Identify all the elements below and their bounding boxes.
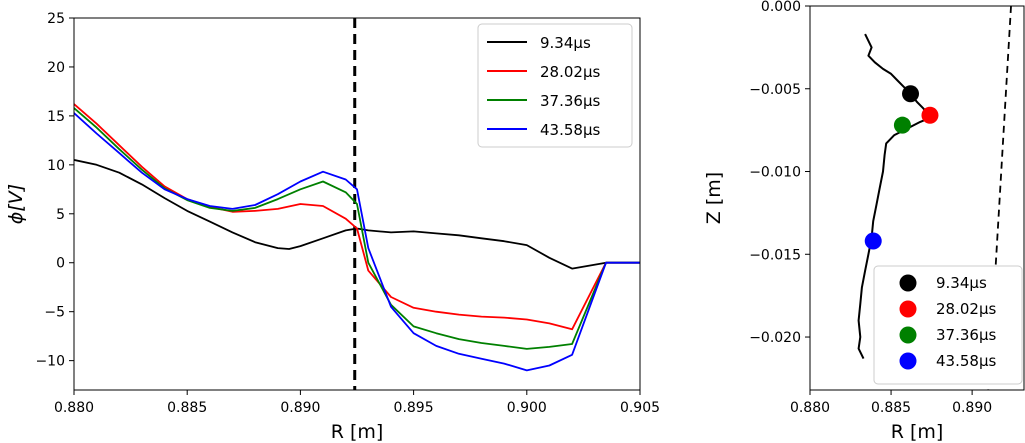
y-tick-label: 15: [47, 109, 65, 125]
legend-label: 37.36μs: [936, 326, 996, 344]
x-tick-label: 0.880: [54, 400, 94, 416]
trajectory-point-1: [921, 106, 939, 124]
series-line-3: [74, 112, 640, 372]
trajectory-point-3: [864, 232, 882, 250]
trajectory-y-ticks: 0.000 −0.005 −0.010 −0.015 −0.020: [749, 0, 810, 346]
legend-marker-swatch: [899, 352, 917, 370]
y-tick-label: −5: [44, 305, 65, 321]
x-tick-label: 0.900: [507, 400, 547, 416]
legend-label: 28.02μs: [936, 300, 996, 318]
boundary-dashed-line: [987, 6, 1012, 390]
series-line-0: [74, 159, 640, 270]
x-tick-label: 0.890: [280, 400, 320, 416]
potential-legend-box: [477, 23, 633, 148]
legend-marker-swatch: [899, 300, 917, 318]
potential-axes-frame: [73, 17, 641, 391]
x-tick-label: 0.890: [952, 400, 992, 416]
y-tick-label: −10: [35, 354, 65, 370]
y-tick-label: 25: [47, 11, 65, 27]
y-tick-label: −0.005: [749, 82, 801, 98]
legend-label: 43.58μs: [936, 352, 996, 370]
trajectory-legend: 9.34μs 28.02μs 37.36μs 43.58μs: [873, 265, 1023, 385]
x-tick-label: 0.895: [394, 400, 434, 416]
y-tick-label: 20: [47, 60, 65, 76]
x-tick-label: 0.885: [167, 400, 207, 416]
legend-label: 28.02μs: [540, 63, 600, 81]
trajectory-plot-area: [857, 6, 1012, 390]
y-tick-label: 0.000: [761, 0, 801, 15]
x-tick-label: 0.905: [620, 400, 660, 416]
y-tick-label: −0.010: [749, 165, 801, 181]
x-tick-label: 0.885: [871, 400, 911, 416]
legend-marker-swatch: [899, 326, 917, 344]
potential-plot-area: [74, 18, 640, 390]
legend-label: 9.34μs: [936, 274, 987, 292]
legend-label: 43.58μs: [540, 121, 600, 139]
potential-profile-panel: 0.880 0.885 0.890 0.895 0.900 0.905 25 20 15 10 5…: [5, 11, 660, 443]
potential-y-axis-label: ϕ[V]: [5, 184, 27, 224]
y-tick-label: −0.015: [749, 247, 801, 263]
potential-x-axis-label: R [m]: [331, 421, 384, 443]
trajectory-point-0: [902, 85, 920, 103]
trajectory-x-axis-label: R [m]: [891, 421, 944, 443]
trajectory-panel: 0.880 0.885 0.890 0.000 −0.005 −0.010 −0.015 −…: [703, 0, 1025, 443]
legend-label: 37.36μs: [540, 92, 600, 110]
potential-legend: 9.34μs 28.02μs 37.36μs 43.58μs: [477, 23, 633, 148]
x-tick-label: 0.880: [790, 400, 830, 416]
trajectory-y-axis-label: Z [m]: [703, 172, 725, 224]
trajectory-x-ticks: 0.880 0.885 0.890: [790, 390, 992, 416]
potential-x-ticks: 0.880 0.885 0.890 0.895 0.900 0.905: [54, 390, 660, 416]
potential-y-ticks: 25 20 15 10 5 0 −5 −10: [35, 11, 74, 370]
legend-label: 9.34μs: [540, 34, 591, 52]
series-line-1: [74, 103, 640, 331]
y-tick-label: 5: [56, 207, 65, 223]
trajectory-point-2: [893, 116, 911, 134]
y-tick-label: 0: [56, 256, 65, 272]
trajectory-axes-frame: [809, 5, 1025, 391]
legend-marker-swatch: [899, 274, 917, 292]
y-tick-label: −0.020: [749, 330, 801, 346]
y-tick-label: 10: [47, 158, 65, 174]
